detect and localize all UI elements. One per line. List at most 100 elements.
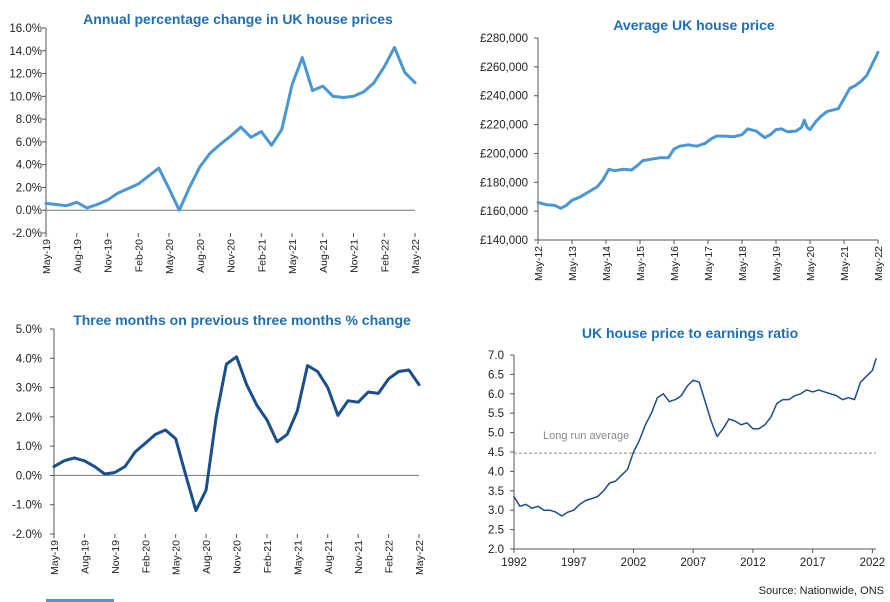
y-tick-label: 14.0% — [9, 46, 42, 58]
x-tick-label: May-20 — [164, 239, 176, 274]
x-tick-label: May-21 — [287, 239, 299, 274]
series-line-average — [536, 50, 880, 210]
x-tick-label: Feb-22 — [384, 540, 396, 573]
annual-change-panel: Annual percentage change in UK house pri… — [9, 11, 422, 274]
y-tick-label: £220,000 — [480, 120, 528, 132]
y-tick-label: £260,000 — [480, 62, 528, 74]
y-tick-label: £160,000 — [480, 206, 528, 218]
y-tick-label: 5.0% — [16, 324, 42, 336]
three-month-plot: -2.0% -1.0% 0.0% 1.0% 2.0% 3.0% 4.0% 5.0% May-19… — [12, 324, 426, 575]
x-tick-label: May-19 — [771, 246, 783, 281]
x-tick-label: May-20 — [805, 246, 817, 281]
x-tick-label: May-21 — [292, 540, 304, 575]
y-tick-label: 2.0% — [16, 412, 42, 424]
x-tick-label: May-18 — [737, 246, 749, 281]
ratio-plot: 2.0 2.5 3.0 3.5 4.0 4.5 5.0 5.5 6.0 6.5 7.0 1992 199… — [488, 350, 885, 569]
y-tick-label: 3.0 — [488, 505, 504, 517]
source-note: Source: Nationwide, ONS — [759, 585, 884, 597]
x-tick-label: May-14 — [601, 246, 613, 281]
y-tick-label: 0.0% — [16, 470, 42, 482]
x-tick-label: 2012 — [740, 557, 766, 569]
x-tick-label: May-21 — [839, 246, 851, 281]
x-tick-label: Aug-19 — [79, 540, 91, 574]
y-tick-label: 7.0 — [488, 350, 504, 362]
y-tick-label: -2.0% — [12, 529, 42, 541]
y-tick-label: 2.0% — [16, 182, 42, 194]
y-tick-label: £140,000 — [480, 235, 528, 247]
y-tick-label: 16.0% — [9, 23, 42, 35]
x-tick-label: 2002 — [621, 557, 647, 569]
y-tick-label: 3.5 — [488, 486, 504, 498]
x-tick-label: 1992 — [501, 557, 527, 569]
x-tick-label: May-16 — [669, 246, 681, 281]
x-tick-label: Aug-20 — [201, 540, 213, 574]
x-tick-label: May-17 — [703, 246, 715, 281]
ratio-title: UK house price to earnings ratio — [582, 325, 798, 341]
annual-change-title: Annual percentage change in UK house pri… — [83, 11, 393, 27]
average-price-panel: Average UK house price £140,000£160,000£… — [480, 17, 885, 281]
x-tick-label: Aug-20 — [195, 239, 207, 273]
x-tick-label: Nov-21 — [353, 540, 365, 574]
x-tick-label: May-22 — [414, 540, 426, 575]
y-tick-label: 12.0% — [9, 69, 42, 81]
y-tick-label: 8.0% — [16, 114, 42, 126]
x-tick-label: Aug-21 — [318, 239, 330, 273]
x-tick-label: Aug-19 — [72, 239, 84, 273]
y-tick-label: £240,000 — [480, 91, 528, 103]
x-tick-label: Feb-21 — [256, 239, 268, 272]
y-tick-label: -2.0% — [12, 228, 42, 240]
y-tick-label: -1.0% — [12, 500, 42, 512]
x-tick-label: 1997 — [561, 557, 587, 569]
footer-accent-bar — [46, 599, 114, 602]
x-tick-label: 2007 — [680, 557, 706, 569]
y-tick-label: 2.0 — [488, 544, 504, 556]
y-tick-label: 4.0% — [16, 160, 42, 172]
x-tick-label: 2022 — [860, 557, 886, 569]
y-tick-label: £200,000 — [480, 148, 528, 160]
x-tick-label: Feb-20 — [133, 239, 145, 272]
y-tick-label: 5.0 — [488, 428, 504, 440]
x-tick-label: May-13 — [567, 246, 579, 281]
y-tick-label: 4.0% — [16, 353, 42, 365]
y-tick-label: 6.5 — [488, 369, 504, 381]
x-tick-label: Feb-20 — [140, 540, 152, 573]
y-tick-label: £180,000 — [480, 177, 528, 189]
y-tick-label: 5.5 — [488, 408, 504, 420]
x-tick-label: May-19 — [49, 540, 61, 575]
x-tick-label: Nov-19 — [103, 239, 115, 273]
three-month-title: Three months on previous three months % … — [73, 312, 411, 328]
x-tick-label: May-12 — [533, 246, 545, 281]
y-tick-label: 6.0 — [488, 389, 504, 401]
x-tick-label: May-15 — [635, 246, 647, 281]
average-price-plot: £140,000 £160,000 £180,000 £200,000 £220,000… — [480, 33, 885, 281]
y-tick-label: 6.0% — [16, 137, 42, 149]
average-price-title: Average UK house price — [613, 17, 775, 33]
x-tick-label: Feb-22 — [379, 239, 391, 272]
y-tick-label: 4.0 — [488, 466, 504, 478]
y-tick-label: 1.0% — [16, 441, 42, 453]
annual-change-plot: -2.0% 0.0% 2.0% 4.0% 6.0% 8.0% 10.0% 12.0% 14.0%… — [9, 23, 422, 274]
y-tick-label: 0.0% — [16, 205, 42, 217]
ratio-panel: UK house price to earnings ratio Long ru… — [488, 325, 885, 569]
x-tick-label: May-22 — [873, 246, 885, 281]
y-tick-label: 4.5 — [488, 447, 504, 459]
x-tick-label: May-22 — [410, 239, 422, 274]
long-run-average-label: Long run average — [543, 430, 629, 442]
y-tick-label: 2.5 — [488, 525, 504, 537]
series-line-three-month — [52, 355, 421, 513]
y-tick-label: £280,000 — [480, 33, 528, 45]
three-month-panel: Three months on previous three months % … — [12, 312, 426, 575]
y-tick-label: 3.0% — [16, 383, 42, 395]
x-tick-label: Nov-20 — [226, 239, 238, 273]
x-tick-label: Aug-21 — [323, 540, 335, 574]
y-tick-label: 10.0% — [9, 91, 42, 103]
x-tick-label: Feb-21 — [262, 540, 274, 573]
x-tick-label: 2017 — [800, 557, 826, 569]
series-line-ratio — [513, 358, 877, 517]
x-tick-label: Nov-19 — [110, 540, 122, 574]
x-tick-label: May-20 — [171, 540, 183, 575]
x-tick-label: Nov-21 — [349, 239, 361, 273]
series-line-annual — [44, 45, 417, 212]
x-tick-label: Nov-20 — [232, 540, 244, 574]
